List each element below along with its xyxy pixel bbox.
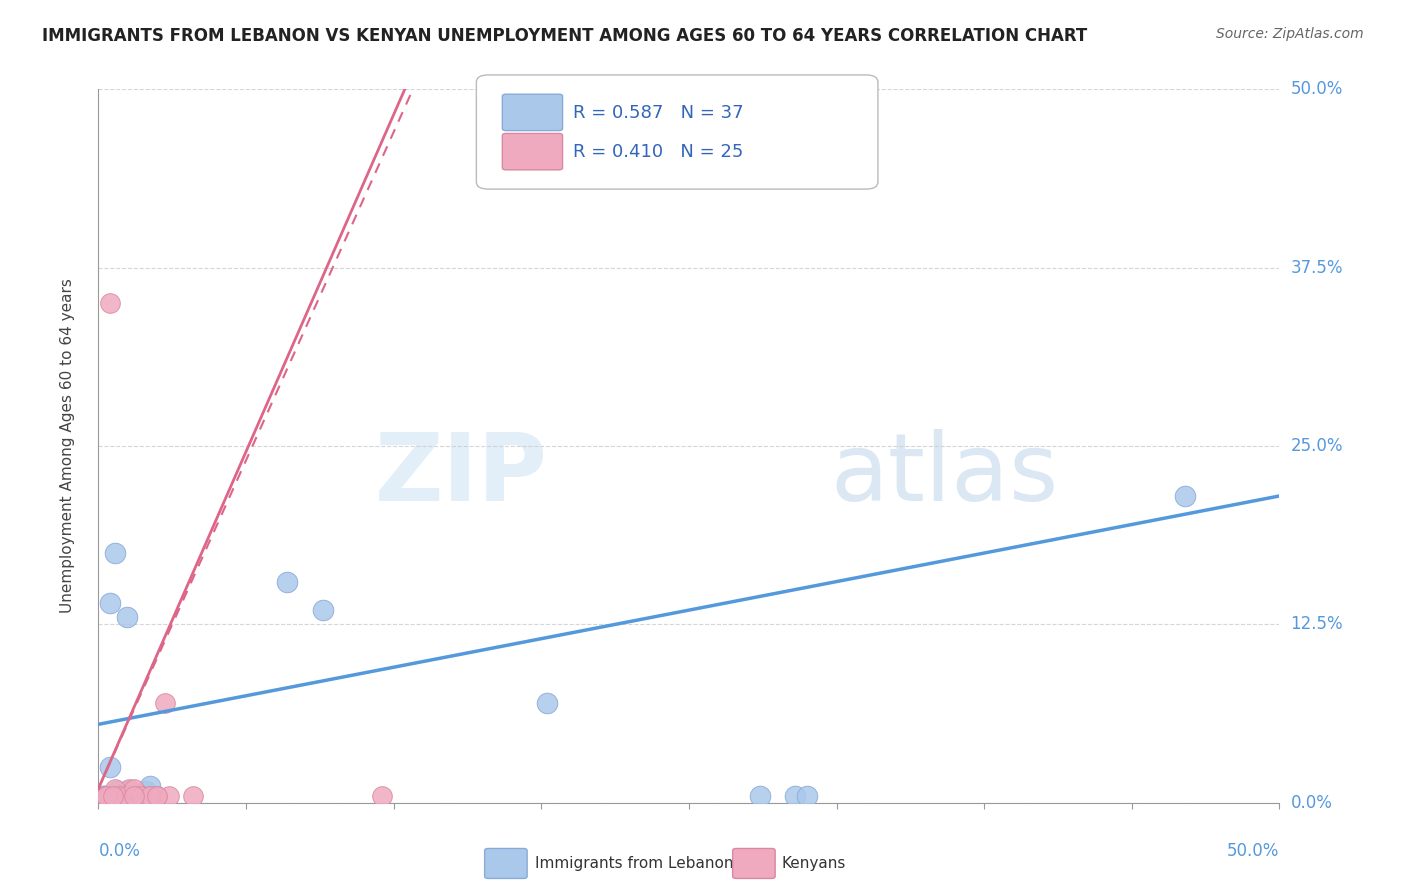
Point [108,789,131,803]
Point [105,784,128,798]
Point [98,789,121,803]
Point [108,789,131,803]
Text: R = 0.410   N = 25: R = 0.410 N = 25 [574,143,744,161]
Text: 50.0%: 50.0% [1227,842,1279,860]
FancyBboxPatch shape [733,848,775,879]
Point [94,789,117,803]
Point [276,574,298,589]
Text: 0.0%: 0.0% [98,842,141,860]
Point [129,789,152,803]
FancyBboxPatch shape [477,75,877,189]
Text: IMMIGRANTS FROM LEBANON VS KENYAN UNEMPLOYMENT AMONG AGES 60 TO 64 YEARS CORRELA: IMMIGRANTS FROM LEBANON VS KENYAN UNEMPL… [42,27,1087,45]
Point [118,789,141,803]
Point [146,789,169,803]
Point [104,546,127,560]
Point [115,784,138,798]
Point [97,789,120,803]
Point [125,789,148,803]
Text: Immigrants from Lebanon: Immigrants from Lebanon [536,856,734,871]
Text: 12.5%: 12.5% [1291,615,1343,633]
Point [104,781,127,796]
Point [139,789,162,803]
FancyBboxPatch shape [485,848,527,879]
Text: R = 0.587   N = 37: R = 0.587 N = 37 [574,103,744,121]
Point [157,789,180,803]
Point [146,789,169,803]
Point [122,789,145,803]
Point [139,779,162,793]
Point [121,789,143,803]
Point [122,789,145,803]
Point [129,789,152,803]
FancyBboxPatch shape [502,95,562,130]
Point [115,610,138,624]
Text: Source: ZipAtlas.com: Source: ZipAtlas.com [1216,27,1364,41]
Point [139,789,162,803]
Text: 25.0%: 25.0% [1291,437,1343,455]
Point [111,789,134,803]
Text: 37.5%: 37.5% [1291,259,1343,277]
Point [98,760,121,774]
Text: Kenyans: Kenyans [782,856,845,871]
Text: 50.0%: 50.0% [1291,80,1343,98]
Point [536,696,558,710]
Point [94,789,117,803]
Point [97,796,120,810]
Point [129,789,152,803]
Point [98,596,121,610]
Point [112,789,135,803]
Point [91,789,114,803]
Point [181,789,204,803]
Point [128,789,150,803]
Point [796,789,818,803]
Point [371,789,394,803]
Point [98,296,121,310]
Point [104,789,127,803]
Point [101,789,124,803]
Point [129,789,152,803]
Text: atlas: atlas [831,428,1059,521]
Point [101,789,124,803]
Point [94,789,117,803]
Point [785,789,807,803]
Point [111,789,134,803]
Point [122,781,145,796]
Point [94,789,117,803]
Point [132,789,155,803]
Point [312,603,335,617]
Point [115,789,138,803]
Point [153,696,176,710]
Text: ZIP: ZIP [374,428,547,521]
Point [104,789,127,803]
Point [91,789,114,803]
Point [118,781,141,796]
Point [748,789,770,803]
FancyBboxPatch shape [502,134,562,169]
Point [122,789,145,803]
Point [1174,489,1197,503]
Point [105,789,128,803]
Y-axis label: Unemployment Among Ages 60 to 64 years: Unemployment Among Ages 60 to 64 years [60,278,75,614]
Point [97,789,120,803]
Point [135,784,157,798]
Point [101,789,124,803]
Point [105,789,128,803]
Text: 0.0%: 0.0% [1291,794,1333,812]
